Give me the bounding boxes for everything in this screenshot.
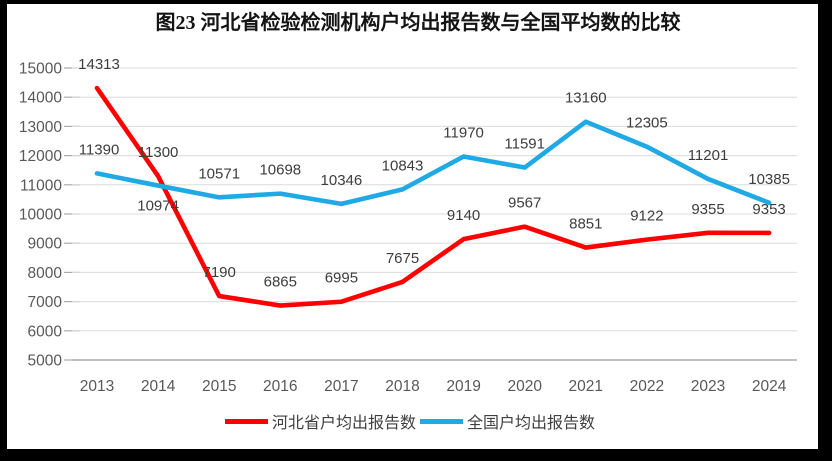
x-axis-label: 2018 bbox=[385, 378, 419, 395]
y-axis-label: 13000 bbox=[19, 119, 62, 136]
data-label-national-2022: 12305 bbox=[626, 115, 668, 132]
y-axis-label: 12000 bbox=[19, 148, 62, 165]
x-axis-label: 2021 bbox=[569, 378, 603, 395]
data-label-hebei-2019: 9140 bbox=[447, 207, 480, 224]
data-label-hebei-2021: 8851 bbox=[569, 216, 602, 233]
series-line-hebei bbox=[94, 85, 772, 308]
plot-area: 5000 6000 7000 8000 9000 10000 11000 12000 13000… bbox=[19, 56, 797, 395]
x-axis-label: 2013 bbox=[80, 378, 114, 395]
y-axis-label: 10000 bbox=[19, 207, 62, 224]
data-label-hebei-2020: 9567 bbox=[508, 195, 541, 212]
data-label-national-2016: 10698 bbox=[259, 162, 301, 179]
data-label-national-2020: 11591 bbox=[504, 136, 545, 153]
x-axis-label: 2020 bbox=[507, 378, 542, 395]
y-axis-label: 9000 bbox=[28, 236, 63, 253]
y-axis-label: 5000 bbox=[28, 353, 63, 370]
x-axis-label: 2019 bbox=[446, 378, 480, 395]
data-label-hebei-2023: 9355 bbox=[691, 201, 724, 218]
data-label-national-2017: 10346 bbox=[321, 172, 363, 189]
x-axis-label: 2017 bbox=[324, 378, 358, 395]
legend: 河北省户均出报告数 全国户均出报告数 bbox=[225, 414, 595, 432]
data-label-national-2013: 11390 bbox=[79, 141, 120, 158]
data-label-hebei-2022: 9122 bbox=[630, 208, 663, 225]
data-label-hebei-2013: 14313 bbox=[78, 56, 120, 73]
x-axis-label: 2022 bbox=[630, 378, 664, 395]
data-label-hebei-2017: 6995 bbox=[325, 270, 358, 287]
y-axis-label: 6000 bbox=[28, 323, 63, 340]
x-axis-label: 2016 bbox=[263, 378, 297, 395]
legend-label-national: 全国户均出报告数 bbox=[467, 414, 595, 432]
data-label-national-2023: 11201 bbox=[688, 147, 729, 164]
data-label-hebei-2016: 6865 bbox=[264, 274, 297, 291]
series-line-national bbox=[94, 119, 772, 207]
data-label-hebei-2024: 9353 bbox=[752, 201, 785, 218]
data-label-hebei-2015: 7190 bbox=[203, 264, 236, 281]
data-label-hebei-2014: 11300 bbox=[138, 144, 179, 161]
x-axis-label: 2024 bbox=[752, 378, 787, 395]
y-axis-label: 11000 bbox=[20, 177, 62, 194]
chart-background bbox=[7, 4, 818, 449]
y-axis-label: 15000 bbox=[19, 61, 62, 78]
legend-label-hebei: 河北省户均出报告数 bbox=[272, 414, 416, 432]
data-label-hebei-2018: 7675 bbox=[386, 250, 419, 267]
data-label-national-2014: 10974 bbox=[137, 198, 179, 215]
data-label-national-2015: 10571 bbox=[198, 165, 240, 182]
data-label-national-2021: 13160 bbox=[565, 90, 607, 107]
y-axis-label: 7000 bbox=[28, 294, 63, 311]
x-axis-label: 2014 bbox=[141, 378, 176, 395]
data-label-national-2018: 10843 bbox=[382, 157, 424, 174]
x-axis-label: 2023 bbox=[691, 378, 725, 395]
x-axis-label: 2015 bbox=[202, 378, 236, 395]
data-label-national-2019: 11970 bbox=[443, 124, 484, 141]
y-axis-label: 8000 bbox=[28, 265, 63, 282]
y-axis-label: 14000 bbox=[19, 90, 62, 107]
chart-title: 图23 河北省检验检测机构户均出报告数与全国平均数的比较 bbox=[156, 10, 681, 34]
data-label-national-2024: 10385 bbox=[748, 171, 790, 188]
